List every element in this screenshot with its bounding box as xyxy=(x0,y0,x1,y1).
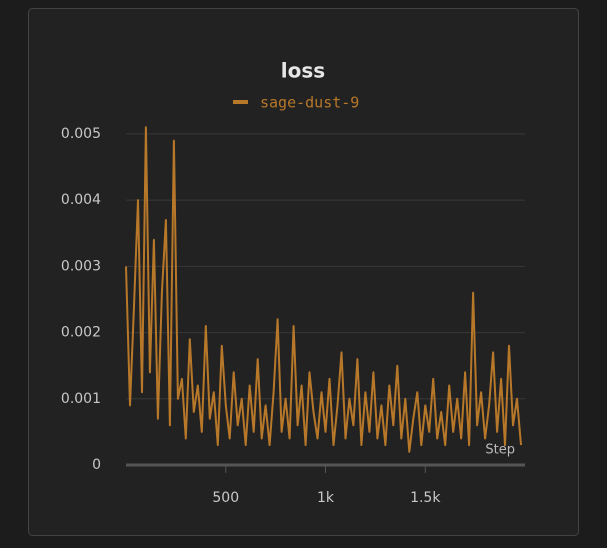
y-tick-label: 0.001 xyxy=(61,391,101,407)
x-tick-label: 500 xyxy=(212,490,239,506)
chart-title: loss xyxy=(281,59,325,83)
x-tick-label: 1k xyxy=(317,490,335,506)
x-axis-label: Step xyxy=(485,443,515,458)
y-tick-label: 0.003 xyxy=(61,258,101,274)
y-tick-label: 0.004 xyxy=(61,192,101,208)
legend-label: sage-dust-9 xyxy=(260,94,359,112)
y-tick-label: 0.005 xyxy=(61,126,101,142)
x-tick-label: 1.5k xyxy=(410,490,441,506)
line-series xyxy=(125,126,522,453)
y-tick-label: 0.002 xyxy=(61,325,101,341)
panel xyxy=(28,8,579,536)
y-tick-label: 0 xyxy=(92,457,101,473)
